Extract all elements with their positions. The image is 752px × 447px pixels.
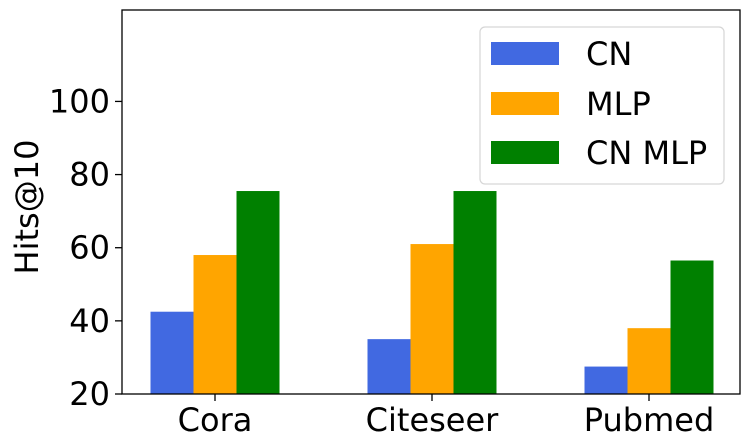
bar-cn-mlp-citeseer [453,191,497,394]
bar-mlp-cora [193,255,237,394]
legend-swatch-mlp [491,92,559,115]
x-tick-label-citeseer: Citeseer [366,401,500,439]
bar-cn-mlp-pubmed [670,260,714,394]
x-tick-label-cora: Cora [178,401,253,439]
bar-mlp-citeseer [410,244,454,394]
legend-swatch-cn [491,42,559,65]
bars-layer [150,191,714,394]
x-tick-label-pubmed: Pubmed [584,401,715,439]
y-axis: 20 40 60 80 100 [49,82,122,413]
bar-cn-citeseer [367,339,411,394]
bar-cn-cora [150,311,194,394]
plot-frame [121,9,741,395]
bar-cn-mlp-cora [236,191,280,394]
legend-label-cn: CN [586,35,632,73]
legend-label-mlp: MLP [586,85,651,123]
y-tick-label: 60 [69,229,110,267]
y-tick-label: 100 [49,82,110,120]
legend-swatch-cn-mlp [491,141,559,164]
y-tick-label: 20 [69,375,110,413]
x-axis: Cora Citeseer Pubmed [178,394,715,439]
bar-mlp-pubmed [627,328,671,394]
y-tick-label: 80 [69,156,110,194]
y-axis-label: Hits@10 [8,140,46,275]
legend-label-cn-mlp: CN MLP [586,134,707,172]
y-tick-label: 40 [69,302,110,340]
bar-cn-pubmed [584,366,628,394]
legend: CN MLP CN MLP [479,26,725,185]
